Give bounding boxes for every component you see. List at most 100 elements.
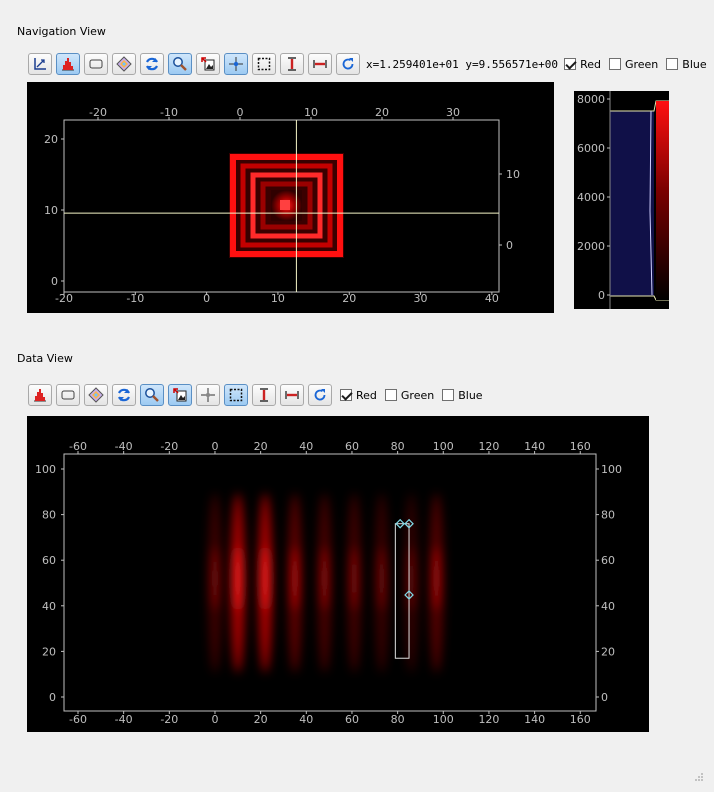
tick-label: 0	[211, 713, 218, 726]
tick-label: 0	[51, 275, 58, 288]
crosshair-cursor[interactable]	[64, 120, 499, 292]
tick-label: 80	[601, 509, 615, 522]
selection-handle-top-right[interactable]	[404, 518, 414, 529]
data-reset-button[interactable]	[308, 384, 332, 406]
rubberband-icon	[257, 57, 271, 71]
tick-label: 80	[42, 509, 56, 522]
data-crosshair-button[interactable]	[196, 384, 220, 406]
navigation-plot[interactable]: -20 -10 0 10 20 30 40 -20 -10 0 10 20 30 20 10 0 10 0	[27, 82, 554, 313]
nav-horizontal-range-button[interactable]	[308, 53, 332, 75]
nav-green-checkbox[interactable]: Green	[608, 58, 658, 71]
selection-handle-right[interactable]	[404, 590, 414, 600]
tick-label: 100	[433, 440, 454, 453]
data-zoom-button[interactable]	[140, 384, 164, 406]
tick-label: -40	[115, 713, 133, 726]
data-refresh-button[interactable]	[112, 384, 136, 406]
nav-reset-button[interactable]	[336, 53, 360, 75]
tick-label: 20	[42, 645, 56, 658]
histogram-icon	[34, 389, 46, 402]
checkbox-label: Red	[580, 57, 601, 71]
tick-label: 20	[342, 292, 356, 305]
fringe-core	[432, 546, 441, 611]
checkbox-label: Blue	[458, 388, 483, 402]
tick-label: 30	[446, 106, 460, 119]
checkbox-box[interactable]	[384, 389, 397, 401]
checkbox-label: Red	[356, 388, 377, 402]
data-plot[interactable]: -60 -40 -20 0 20 40 60 80 100 120 140 160 -60 -40 -20…	[27, 416, 649, 732]
crosshair-icon	[201, 388, 215, 402]
data-green-checkbox[interactable]: Green	[384, 389, 434, 402]
tick-label: 20	[601, 645, 615, 658]
selection-rectangle[interactable]	[394, 518, 414, 659]
tick-label: 100	[601, 463, 622, 476]
nav-blue-checkbox[interactable]: Blue	[666, 58, 707, 71]
tick-label: 10	[271, 292, 285, 305]
tick-label: 60	[345, 713, 359, 726]
tick-label: 10	[506, 168, 520, 181]
nav-colormap-button[interactable]	[112, 53, 136, 75]
checkbox-box[interactable]	[666, 58, 679, 70]
vertical-range-icon	[260, 388, 268, 402]
data-red-checkbox[interactable]: Red	[340, 389, 377, 402]
tick-label: 20	[375, 106, 389, 119]
nav-zoom-button[interactable]	[168, 53, 192, 75]
plot-frame	[63, 453, 597, 712]
data-colormap-button[interactable]	[84, 384, 108, 406]
nav-histogram-button[interactable]	[56, 53, 80, 75]
data-rubberband-button[interactable]	[224, 384, 248, 406]
tick-label: 40	[485, 292, 499, 305]
data-blue-checkbox[interactable]: Blue	[442, 388, 483, 402]
checkbox-box[interactable]	[608, 58, 621, 70]
tick-label: 0	[211, 440, 218, 453]
tick-label: 10	[44, 204, 58, 217]
nav-rubberband-button[interactable]	[252, 53, 276, 75]
tick-label: 30	[414, 292, 428, 305]
selection-handle-top-left[interactable]	[395, 518, 405, 529]
nav-refresh-button[interactable]	[140, 53, 164, 75]
resize-grip-icon[interactable]	[694, 772, 704, 782]
nav-crosshair-button[interactable]	[224, 53, 248, 75]
tick-label: 8000	[577, 93, 605, 106]
nav-vertical-range-button[interactable]	[280, 53, 304, 75]
nav-rectangle-select-button[interactable]	[84, 53, 108, 75]
nav-axes-button[interactable]	[28, 53, 52, 75]
reset-icon	[342, 58, 354, 70]
rectangle-select-icon	[89, 59, 103, 69]
histogram-icon	[62, 58, 74, 71]
checkbox-box[interactable]	[340, 389, 352, 401]
y-axis-right: 10 0	[499, 168, 520, 252]
image-heatmap	[207, 493, 444, 673]
colormap-icon	[116, 56, 132, 72]
fringe-core	[407, 546, 416, 611]
tick-label: 2000	[577, 240, 605, 253]
tick-label: 60	[42, 554, 56, 567]
data-rectangle-select-button[interactable]	[56, 384, 80, 406]
data-vertical-range-button[interactable]	[252, 384, 276, 406]
histogram-area	[610, 111, 654, 296]
checkbox-box[interactable]	[442, 389, 455, 401]
rectangle-select-icon	[61, 390, 75, 400]
data-horizontal-range-button[interactable]	[280, 384, 304, 406]
tick-label: 100	[35, 463, 56, 476]
tick-label: 0	[203, 292, 210, 305]
nav-red-checkbox[interactable]: Red	[564, 58, 601, 71]
x-axis-bottom: -20 -10 0 10 20 30 40	[55, 292, 499, 305]
checkbox-box[interactable]	[564, 58, 577, 70]
nav-image-tool-button[interactable]	[196, 53, 220, 75]
histogram-curve	[649, 110, 653, 296]
crosshair-icon	[229, 57, 243, 71]
tick-label: 0	[506, 239, 513, 252]
rubberband-icon	[229, 388, 243, 402]
data-view-title: Data View	[17, 352, 73, 365]
tick-label: 140	[524, 440, 545, 453]
tick-label: 6000	[577, 142, 605, 155]
data-histogram-button[interactable]	[28, 384, 52, 406]
navigation-toolbar: x=1.259401e+01 y=9.556571e+00 Red Green …	[28, 52, 707, 76]
axes-icon	[34, 58, 46, 70]
data-image-tool-button[interactable]	[168, 384, 192, 406]
x-axis-bottom: -60 -40 -20 0 20 40 60 80 100 120 140 160	[69, 711, 591, 726]
tick-label: 0	[598, 289, 605, 302]
colorbar-histogram[interactable]: 8000 6000 4000 2000 0	[574, 91, 669, 309]
image-tool-icon	[201, 57, 215, 71]
tick-label: 20	[44, 133, 58, 146]
